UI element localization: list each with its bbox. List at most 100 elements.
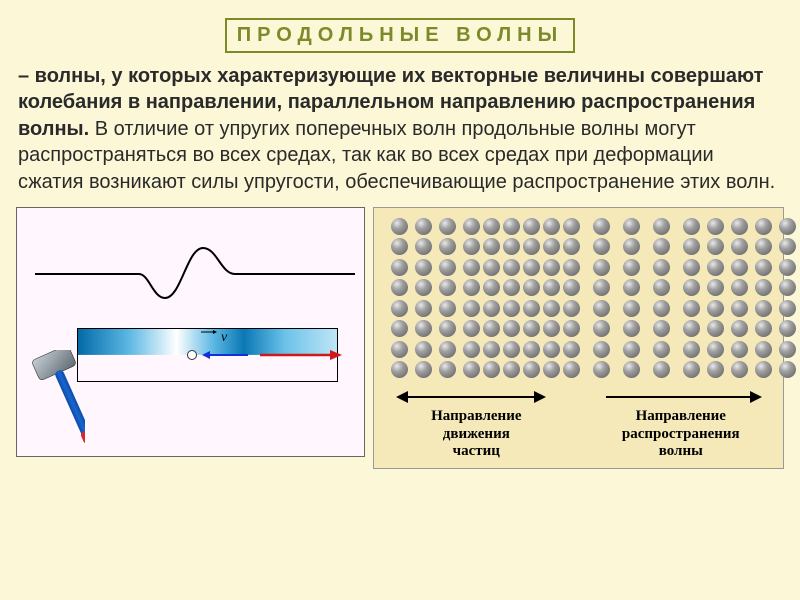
particle-icon [523,300,540,317]
particle-icon [623,279,640,296]
particle-icon [543,341,560,358]
particle-icon [523,361,540,378]
particle-icon [563,300,580,317]
particle-column [391,216,408,380]
particles-grid [384,216,773,380]
particle-icon [707,259,724,276]
figure-left: v [16,207,365,457]
particle-icon [593,259,610,276]
particle-icon [503,320,520,337]
slide-root: ПРОДОЛЬНЫЕ ВОЛНЫ – волны, у которых хара… [0,0,800,600]
particle-icon [415,361,432,378]
particle-icon [731,361,748,378]
particle-icon [755,279,772,296]
particle-icon [391,279,408,296]
particle-icon [483,320,500,337]
particle-icon [623,320,640,337]
particle-icon [653,300,670,317]
particle-icon [779,279,796,296]
particle-icon [779,320,796,337]
particle-icon [593,300,610,317]
particle-icon [483,361,500,378]
particle-icon [439,259,456,276]
particle-column [779,216,796,380]
particle-icon [731,300,748,317]
particle-icon [683,279,700,296]
particle-icon [503,300,520,317]
particle-column [543,216,560,380]
particle-icon [391,341,408,358]
particle-icon [563,238,580,255]
particle-icon [483,300,500,317]
particle-icon [683,341,700,358]
particle-icon [503,341,520,358]
particle-icon [439,279,456,296]
particle-icon [623,341,640,358]
particle-icon [439,320,456,337]
title-frame: ПРОДОЛЬНЫЕ ВОЛНЫ [225,18,575,53]
particle-icon [707,300,724,317]
direction-arrows-icon [394,386,764,408]
particle-icon [707,320,724,337]
particle-icon [707,341,724,358]
particle-icon [463,361,480,378]
particle-icon [439,218,456,235]
particle-icon [415,218,432,235]
particle-icon [415,341,432,358]
particle-icon [653,279,670,296]
particle-icon [731,320,748,337]
particle-column [653,216,670,380]
particle-icon [779,361,796,378]
captions-row: Направлениедвижениячастиц Направлениерaс… [374,408,783,461]
particle-icon [543,279,560,296]
particle-icon [391,300,408,317]
particle-icon [653,218,670,235]
body-text: – волны, у которых характеризующие их ве… [16,63,784,207]
particle-icon [543,320,560,337]
particle-icon [731,279,748,296]
particle-icon [707,279,724,296]
particle-icon [755,238,772,255]
particle-icon [415,259,432,276]
particle-icon [779,300,796,317]
particle-icon [593,361,610,378]
particle-column [439,216,456,380]
particle-icon [623,361,640,378]
particle-column [463,216,480,380]
particle-icon [755,300,772,317]
particle-icon [439,341,456,358]
particle-icon [503,361,520,378]
particle-icon [593,279,610,296]
particle-column [415,216,432,380]
particle-icon [755,341,772,358]
particle-column [593,216,610,380]
caption-left: Направлениедвижениячастиц [374,408,578,461]
hammer-icon [25,350,85,460]
particle-icon [707,218,724,235]
particle-icon [755,259,772,276]
particle-icon [755,218,772,235]
particle-column [523,216,540,380]
particle-icon [731,238,748,255]
particle-icon [483,218,500,235]
particle-icon [543,238,560,255]
particle-icon [463,279,480,296]
particle-icon [653,341,670,358]
particle-icon [563,341,580,358]
particle-icon [439,300,456,317]
particle-icon [683,300,700,317]
particle-icon [415,320,432,337]
particle-icon [463,341,480,358]
particle-icon [563,320,580,337]
particle-icon [593,341,610,358]
caption-right: Направлениерaспространенияволны [579,408,783,461]
particle-icon [563,218,580,235]
particle-icon [463,300,480,317]
particle-icon [707,361,724,378]
particle-icon [391,320,408,337]
particle-icon [779,341,796,358]
particle-icon [623,238,640,255]
particle-icon [523,238,540,255]
particle-icon [483,279,500,296]
particle-icon [523,320,540,337]
